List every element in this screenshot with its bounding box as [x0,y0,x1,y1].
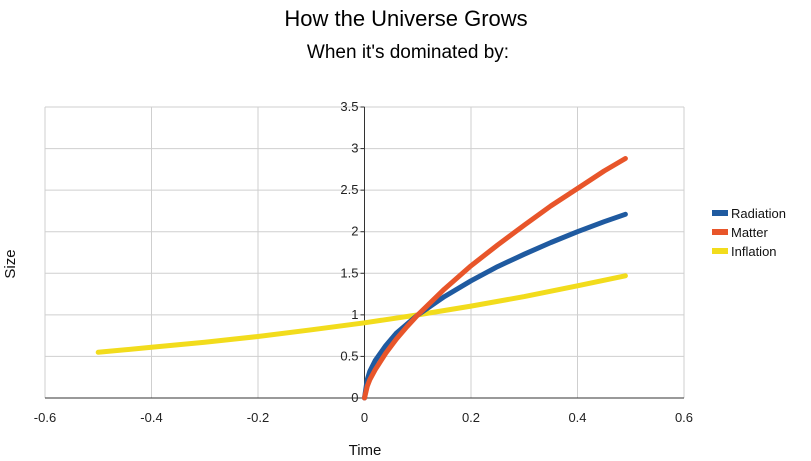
y-tick-label: 3 [351,141,358,156]
y-tick-label: 2.5 [340,182,358,197]
legend-label-matter: Matter [731,225,769,240]
legend-label-inflation: Inflation [731,244,777,259]
series-line-radiation [362,211,628,401]
y-tick-label: 2 [351,224,358,239]
y-tick-label: 0.5 [340,348,358,363]
x-axis-label: Time [349,442,382,459]
y-axis-label: Size [2,249,19,278]
series-line-matter [362,156,628,401]
x-tick-label: 0.4 [568,410,586,425]
x-tick-label: -0.4 [140,410,162,425]
y-tick-label: 1 [351,307,358,322]
series-line-inflation [95,273,628,355]
axes: -0.6-0.4-0.200.20.40.600.511.522.533.5 [34,99,693,425]
x-tick-label: -0.2 [247,410,269,425]
x-tick-label: 0.2 [462,410,480,425]
legend-swatch-radiation [712,210,728,216]
y-tick-label: 1.5 [340,265,358,280]
x-tick-label: 0 [361,410,368,425]
legend-swatch-matter [712,229,728,235]
legend: Radiation Matter Inflation [712,206,786,259]
legend-swatch-inflation [712,248,728,254]
y-tick-label: 3.5 [340,99,358,114]
x-tick-label: 0.6 [675,410,693,425]
chart-title: How the Universe Grows [284,6,527,31]
chart-subtitle: When it's dominated by: [307,42,509,63]
legend-label-radiation: Radiation [731,206,786,221]
x-tick-label: -0.6 [34,410,56,425]
series-lines [95,156,628,401]
